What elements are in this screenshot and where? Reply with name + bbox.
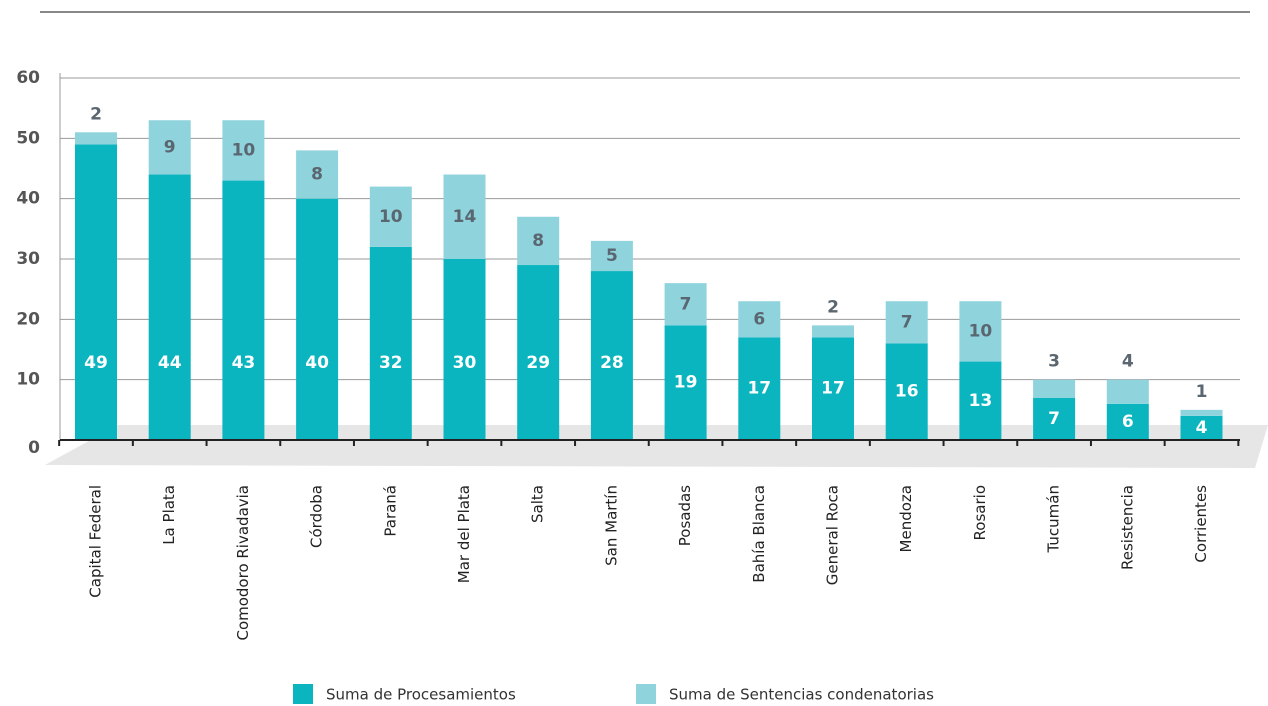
- x-tick-label: La Plata: [160, 485, 178, 545]
- data-label: 6: [1122, 412, 1134, 432]
- x-tick-label: Posadas: [676, 485, 694, 546]
- legend-swatch: [293, 684, 313, 704]
- bar-segment: [1033, 379, 1076, 398]
- y-tick-label: 30: [16, 249, 40, 269]
- data-label: 43: [232, 353, 256, 373]
- data-label: 9: [164, 137, 176, 157]
- data-label: 7: [680, 294, 692, 314]
- x-tick-label: Corrientes: [1192, 485, 1210, 563]
- y-tick-label: 40: [16, 189, 40, 209]
- bar-segment: [959, 361, 1002, 440]
- data-label: 3: [1048, 352, 1060, 372]
- bar-segment: [1180, 415, 1223, 440]
- x-tick-label: Resistencia: [1118, 485, 1136, 570]
- data-label: 49: [84, 353, 108, 373]
- data-label: 14: [453, 207, 477, 227]
- x-tick-label: Salta: [529, 485, 547, 523]
- x-tick-label: Comodoro Rivadavia: [234, 485, 252, 641]
- x-tick-label: Bahía Blanca: [750, 485, 768, 583]
- bar-segment: [75, 132, 117, 145]
- bar-segment: [1033, 397, 1076, 440]
- data-label: 4: [1196, 418, 1208, 438]
- x-tick-label: Mendoza: [897, 485, 915, 552]
- data-label: 7: [1048, 409, 1060, 429]
- bar-segment: [812, 325, 854, 338]
- data-label: 5: [606, 246, 618, 266]
- data-label: 17: [821, 379, 845, 399]
- bar-segment: [738, 337, 781, 440]
- data-label: 2: [827, 297, 839, 317]
- bar-segment: [517, 216, 560, 266]
- data-label: 28: [600, 353, 624, 373]
- bar-segment: [222, 120, 265, 181]
- bar-segment: [885, 343, 928, 440]
- bar-segment: [443, 259, 486, 440]
- bar-segment: [222, 180, 265, 441]
- data-label: 2: [90, 104, 102, 124]
- x-tick-label: Tucumán: [1045, 485, 1063, 553]
- bar-segment: [1106, 379, 1149, 404]
- legend-label: Suma de Procesamientos: [326, 686, 516, 704]
- bar-segment: [590, 271, 633, 440]
- bar-segment: [959, 301, 1002, 362]
- x-tick-label: Mar del Plata: [455, 485, 473, 583]
- data-label: 44: [158, 353, 182, 373]
- x-tick-label: Capital Federal: [87, 485, 105, 598]
- y-tick-label: 50: [16, 128, 40, 148]
- legend-label: Suma de Sentencias condenatorias: [669, 686, 934, 704]
- data-label: 29: [526, 353, 550, 373]
- y-tick-label: 20: [16, 309, 40, 329]
- bar-segment: [75, 144, 117, 440]
- bar-segment: [296, 150, 339, 199]
- data-label: 4: [1122, 352, 1134, 372]
- bar-segment: [664, 283, 707, 326]
- data-label: 10: [379, 207, 403, 227]
- data-label: 13: [969, 391, 993, 411]
- data-label: 6: [753, 309, 765, 329]
- bar-segment: [369, 186, 412, 247]
- x-tick-label: Paraná: [381, 485, 399, 537]
- data-label: 8: [532, 231, 544, 251]
- bar-segment: [1106, 403, 1149, 440]
- x-tick-label: Rosario: [971, 485, 989, 540]
- data-label: 1: [1196, 382, 1208, 402]
- data-label: 32: [379, 353, 403, 373]
- bar-segment: [148, 174, 191, 441]
- data-label: 40: [305, 353, 329, 373]
- y-tick-label: 10: [16, 370, 40, 390]
- legend-swatch: [636, 684, 656, 704]
- x-tick-label: General Roca: [824, 485, 842, 585]
- bar-segment: [1180, 409, 1223, 416]
- data-label: 19: [674, 373, 698, 393]
- bar-segment: [369, 246, 412, 440]
- bar-segment: [590, 240, 633, 272]
- bar-segment: [517, 265, 560, 440]
- y-tick-label: 0: [28, 438, 40, 458]
- x-tick-label: San Martín: [602, 485, 620, 566]
- data-label: 10: [232, 140, 256, 160]
- x-tick-label: Córdoba: [308, 485, 326, 548]
- data-label: 30: [453, 353, 477, 373]
- data-label: 7: [901, 312, 913, 332]
- bar-segment: [738, 301, 781, 338]
- data-label: 8: [311, 165, 323, 185]
- bar-segment: [812, 337, 854, 440]
- bar-segment: [148, 120, 191, 175]
- y-tick-label: 60: [16, 68, 40, 88]
- bar-segment: [296, 198, 339, 440]
- data-label: 17: [747, 379, 771, 399]
- bar-segment: [885, 301, 928, 344]
- data-label: 16: [895, 382, 919, 402]
- bar-segment: [664, 325, 707, 440]
- bar-segment: [443, 174, 486, 259]
- data-label: 10: [969, 321, 993, 341]
